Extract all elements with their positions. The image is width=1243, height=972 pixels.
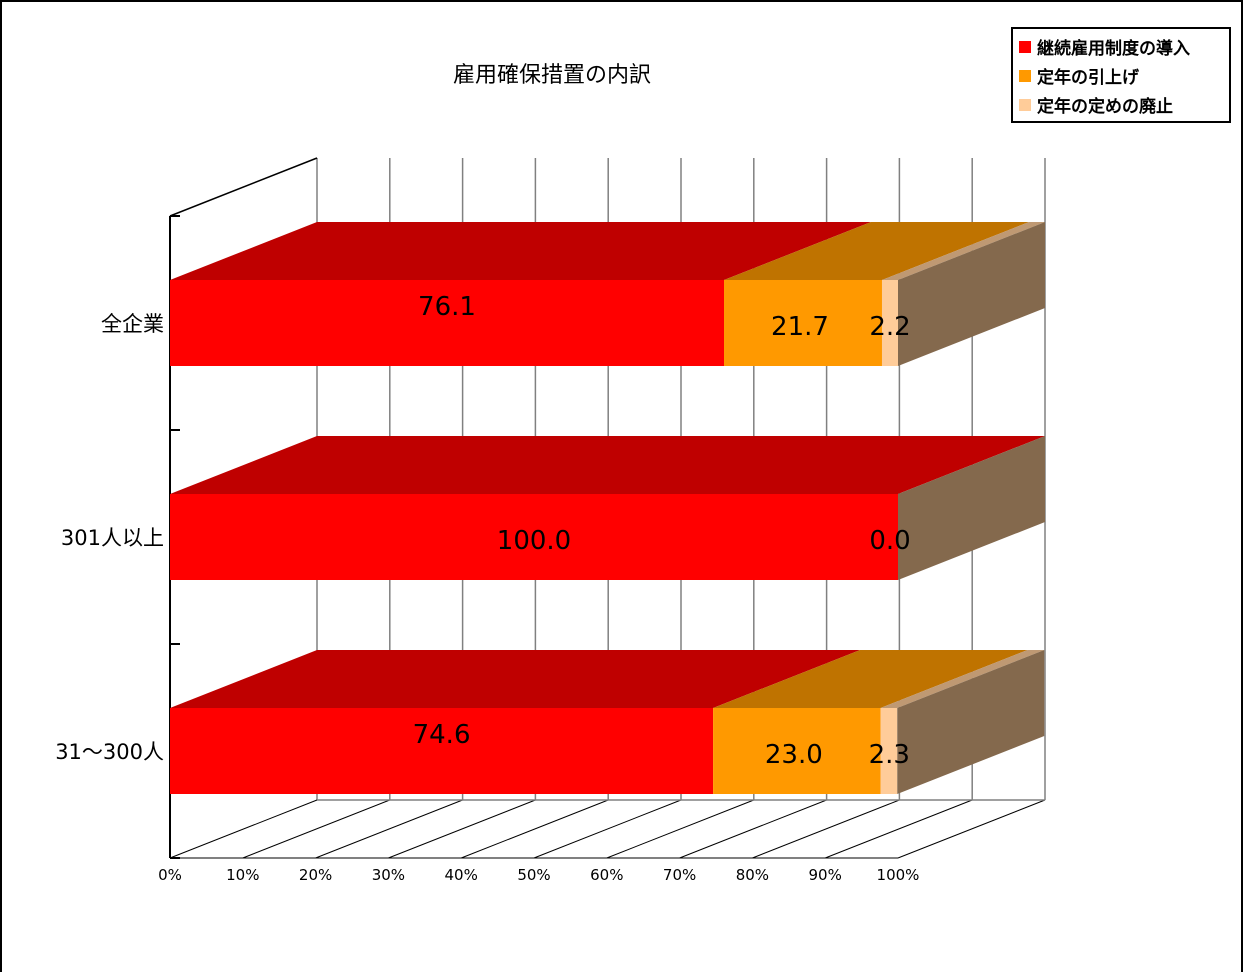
legend-label: 定年の引上げ (1037, 68, 1139, 88)
legend-swatch (1019, 40, 1031, 53)
floor-gridline (606, 799, 754, 859)
x-tick-label: 40% (445, 866, 478, 884)
x-tick-label: 30% (372, 866, 405, 884)
data-label: 2.2 (869, 312, 910, 342)
category-label: 全企業 (101, 312, 164, 336)
bar-segment (724, 280, 882, 366)
legend: 継続雇用制度の導入 定年の引上げ定年の定めの廃止 (1011, 27, 1231, 123)
bar-top-face (170, 650, 861, 708)
floor-gridline (825, 799, 973, 859)
legend-label: 継続雇用制度の導入 (1037, 39, 1190, 59)
bar-top-face (881, 222, 1045, 280)
data-label: 2.3 (869, 740, 910, 770)
x-tick-label: 50% (517, 866, 550, 884)
x-tick-label: 90% (809, 866, 842, 884)
x-tick-label: 70% (663, 866, 696, 884)
bar-top-face (713, 650, 1028, 708)
x-tick-label: 80% (736, 866, 769, 884)
data-label: 21.7 (771, 312, 829, 342)
legend-item: 定年の定めの廃止 (1019, 90, 1223, 119)
bar-end-face (897, 650, 1045, 794)
bar-end-face (898, 222, 1045, 366)
floor-gridline (461, 799, 609, 859)
category-label: 31～300人 (55, 740, 164, 764)
floor-gridline (315, 799, 463, 859)
x-tick-label: 20% (299, 866, 332, 884)
legend-item: 継続雇用制度の導入 (1019, 32, 1223, 61)
floor-gridline (897, 799, 1046, 859)
bar-segment (880, 708, 898, 794)
x-tick-label: 0% (158, 866, 182, 884)
floor-gridline (388, 799, 536, 859)
floor-gridline (533, 799, 682, 859)
bar-top-face (170, 436, 1045, 494)
data-label: 23.0 (765, 740, 823, 770)
chart-title: 雇用確保措置の内訳 (453, 63, 651, 88)
bar-segment (713, 708, 881, 794)
bar-segment (170, 494, 898, 580)
x-tick-label: 100% (877, 866, 920, 884)
bar-top-face (724, 222, 1029, 280)
legend-swatch (1019, 98, 1031, 111)
data-label: 76.1 (418, 292, 476, 322)
x-tick-label: 60% (590, 866, 623, 884)
bar-segment (170, 280, 725, 366)
legend-label: 定年の定めの廃止 (1037, 97, 1173, 117)
floor-gridline (679, 799, 827, 859)
x-tick-label: 10% (226, 866, 259, 884)
bar-end-face (898, 436, 1045, 580)
floor-gridline (242, 799, 390, 859)
plot-area: 全企業 76.1 21.7 2.2 301人以上 100.0 0.0 31～300人 74.6 2… (55, 157, 1046, 884)
floor-gridline (752, 799, 900, 859)
legend-swatch (1019, 69, 1031, 82)
data-label: 100.0 (497, 526, 571, 556)
data-label: 0.0 (869, 526, 910, 556)
bar-segment (170, 708, 714, 794)
category-label: 301人以上 (61, 526, 164, 550)
bar-top-face (170, 222, 872, 280)
bar-segment (881, 280, 898, 366)
data-label: 74.6 (413, 720, 471, 750)
bar-top-face (880, 650, 1045, 708)
floor-gridline (169, 799, 318, 859)
legend-item: 定年の引上げ (1019, 61, 1223, 90)
side-wall-top-edge (169, 157, 318, 217)
